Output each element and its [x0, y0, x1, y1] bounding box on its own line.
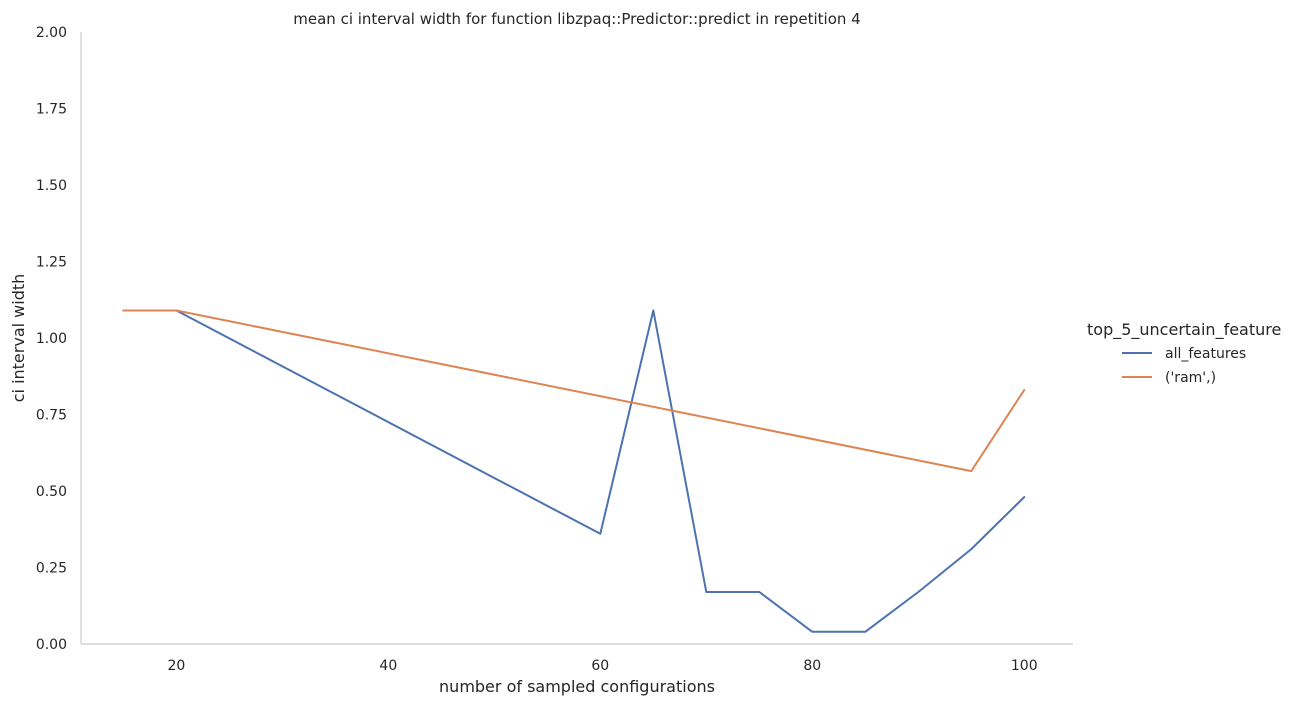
y-tick-labels: 0.00 0.25 0.50 0.75 1.00 1.25 1.50 1.75 2.00 — [36, 25, 67, 653]
x-tick-label: 20 — [167, 658, 185, 674]
y-axis-label: ci interval width — [9, 274, 28, 403]
legend-label: all_features — [1165, 346, 1246, 362]
y-tick-label: 1.25 — [36, 255, 67, 271]
y-tick-label: 1.50 — [36, 178, 67, 194]
y-tick-label: 1.00 — [36, 331, 67, 347]
y-tick-label: 0.00 — [36, 637, 67, 653]
x-tick-label: 100 — [1011, 658, 1038, 674]
x-tick-label: 60 — [591, 658, 609, 674]
y-tick-label: 0.25 — [36, 561, 67, 577]
y-tick-label: 0.50 — [36, 484, 67, 500]
y-tick-label: 0.75 — [36, 408, 67, 424]
legend: top_5_uncertain_feature all_features ('ra… — [1087, 320, 1281, 386]
legend-items: all_features ('ram',) — [1122, 346, 1246, 386]
y-tick-label: 2.00 — [36, 25, 67, 41]
legend-label: ('ram',) — [1165, 370, 1216, 386]
y-tick-label: 1.75 — [36, 102, 67, 118]
x-axis-label: number of sampled configurations — [439, 677, 715, 696]
series-line-2 — [122, 309, 1026, 473]
x-tick-label: 40 — [379, 658, 397, 674]
series-lines — [122, 309, 1026, 633]
chart-title: mean ci interval width for function libz… — [293, 10, 860, 28]
x-tick-label: 80 — [803, 658, 821, 674]
series-line-1 — [122, 309, 1026, 633]
legend-title: top_5_uncertain_feature — [1087, 320, 1281, 340]
x-tick-labels: 20 40 60 80 100 — [167, 658, 1037, 674]
